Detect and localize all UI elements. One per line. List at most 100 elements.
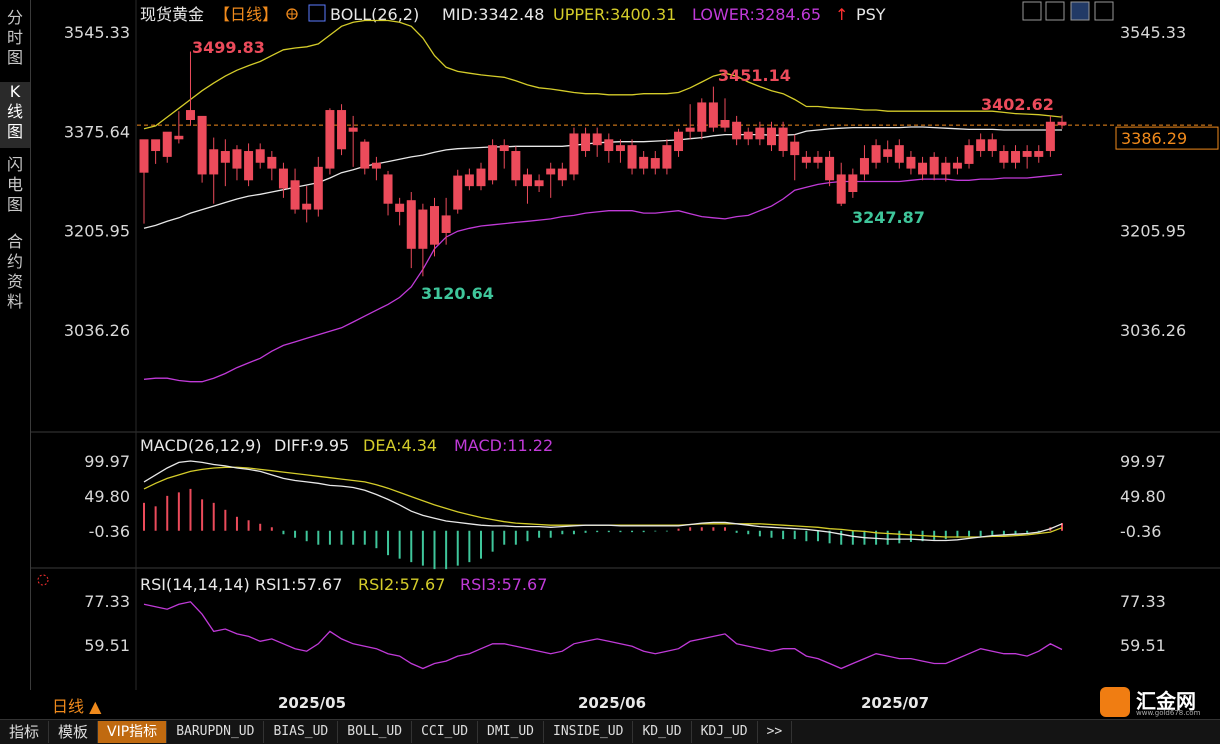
candle-body — [569, 133, 579, 175]
settings-icon — [37, 574, 49, 586]
candle-body — [209, 149, 219, 175]
tool-icon-1 — [1045, 1, 1065, 21]
candle-body — [197, 115, 207, 175]
toolbar-item-8[interactable]: INSIDE_UD — [544, 721, 634, 743]
period-selector[interactable]: 日线 ▲ — [52, 697, 102, 716]
brand-logo: 汇金网 www.gold678.com — [1098, 685, 1218, 719]
candle-body — [976, 139, 986, 152]
candle-body — [244, 151, 254, 181]
x-tick-label: 2025/07 — [861, 694, 929, 712]
macd-diff-line — [143, 460, 1063, 542]
boll-upper-line — [143, 19, 1063, 130]
candle-body — [987, 139, 997, 152]
candle-body — [952, 162, 962, 169]
candle-body — [313, 166, 323, 210]
candle-body — [232, 149, 242, 169]
tool-icon-2 — [1070, 1, 1090, 21]
candle-body — [522, 174, 532, 187]
macd-tick-label-right: -0.36 — [1120, 522, 1161, 541]
candle-body — [720, 120, 730, 128]
chart-period-tag: 【日线】 — [214, 5, 278, 24]
candle-body — [964, 145, 974, 164]
toolbar-item-0[interactable]: 指标 — [0, 721, 50, 743]
candle-body — [999, 151, 1009, 163]
candle-body — [778, 127, 788, 152]
candle-body — [557, 168, 567, 181]
candle-body — [1022, 151, 1032, 157]
candle-body — [685, 127, 695, 132]
candle-body — [546, 168, 556, 175]
toolbar-item-3[interactable]: BARUPDN_UD — [167, 721, 265, 743]
candle-body — [476, 168, 486, 187]
toolbar-item-11[interactable]: >> — [758, 721, 793, 743]
chart-canvas: 现货黄金 【日线】 BOLL(26,2) MID:3342.48 UPPER:3400.… — [30, 0, 1220, 712]
tool-icon-3 — [1094, 1, 1114, 21]
candle-body — [732, 121, 742, 140]
candle-body — [639, 156, 649, 169]
low2-label: 3247.87 — [852, 208, 925, 227]
psy-label: PSY — [856, 5, 886, 24]
rsi1-label: RSI1:57.67 — [255, 575, 342, 594]
candle-body — [302, 203, 312, 210]
candle-body — [790, 141, 800, 156]
left-tab-3[interactable]: 合 约 资 料 — [6, 232, 23, 311]
candle-body — [488, 145, 498, 181]
candle-body — [1057, 121, 1067, 126]
macd-diff-label: DIFF:9.95 — [274, 436, 349, 455]
low-label: 3120.64 — [421, 284, 494, 303]
macd-tick-label: 99.97 — [84, 452, 130, 471]
toolbar-item-10[interactable]: KDJ_UD — [692, 721, 758, 743]
candle-body — [592, 133, 602, 146]
candle-body — [708, 102, 718, 128]
candle-body — [255, 149, 265, 163]
left-tab-1[interactable]: K 线 图 — [0, 82, 30, 148]
left-tab-bar: 分 时 图 K 线 图闪 电 图合 约 资 料 — [0, 0, 31, 690]
y-tick-label-right: 3036.26 — [1120, 321, 1186, 340]
rsi-tick-label: 77.33 — [84, 592, 130, 611]
candle-body — [1045, 121, 1055, 152]
candle-body — [1034, 151, 1044, 157]
candle-body — [615, 145, 625, 152]
candle-body — [929, 156, 939, 175]
candle-body — [278, 168, 288, 189]
boll-upper-label: UPPER:3400.31 — [553, 5, 676, 24]
toolbar-item-1[interactable]: 模板 — [49, 721, 99, 743]
candle-body — [511, 151, 521, 181]
rsi3-label: RSI3:57.67 — [460, 575, 547, 594]
y-tick-label: 3375.64 — [64, 122, 130, 141]
current-price-label: 3386.29 — [1121, 129, 1187, 148]
candle-body — [139, 139, 149, 173]
toolbar-item-5[interactable]: BOLL_UD — [338, 721, 413, 743]
x-tick-label: 2025/05 — [278, 694, 346, 712]
candle-body — [674, 131, 684, 152]
rsi-tick-label-right: 59.51 — [1120, 636, 1166, 655]
rsi-tick-label-right: 77.33 — [1120, 592, 1166, 611]
candle-body — [383, 174, 393, 204]
candle-body — [859, 158, 869, 175]
toolbar-item-2[interactable]: VIP指标 — [98, 721, 168, 743]
boll-mid-label: MID:3342.48 — [442, 5, 544, 24]
toolbar-item-7[interactable]: DMI_UD — [478, 721, 544, 743]
candle-body — [453, 175, 463, 210]
candle-body — [801, 156, 811, 163]
candle-body — [766, 127, 776, 146]
candle-body — [267, 156, 277, 169]
toolbar-item-6[interactable]: CCI_UD — [412, 721, 479, 743]
boll-lower-label: LOWER:3284.65 — [692, 5, 821, 24]
rsi2-label: RSI2:57.67 — [358, 575, 445, 594]
macd-dea-label: DEA:4.34 — [363, 436, 437, 455]
candle-body — [325, 110, 335, 169]
boll-label: BOLL(26,2) — [330, 5, 419, 24]
toolbar-item-9[interactable]: KD_UD — [633, 721, 692, 743]
candle-body — [337, 110, 347, 150]
y-tick-label-right: 3545.33 — [1120, 23, 1186, 42]
y-tick-label: 3036.26 — [64, 321, 130, 340]
candle-body — [941, 162, 951, 175]
toolbar-item-4[interactable]: BIAS_UD — [264, 721, 339, 743]
arrow-up-icon: ↑ — [835, 5, 848, 24]
left-tab-2[interactable]: 闪 电 图 — [6, 155, 23, 214]
left-tab-0[interactable]: 分 时 图 — [6, 8, 23, 67]
candle-body — [743, 131, 753, 140]
candle-body — [360, 141, 370, 169]
candle-body — [371, 162, 381, 169]
